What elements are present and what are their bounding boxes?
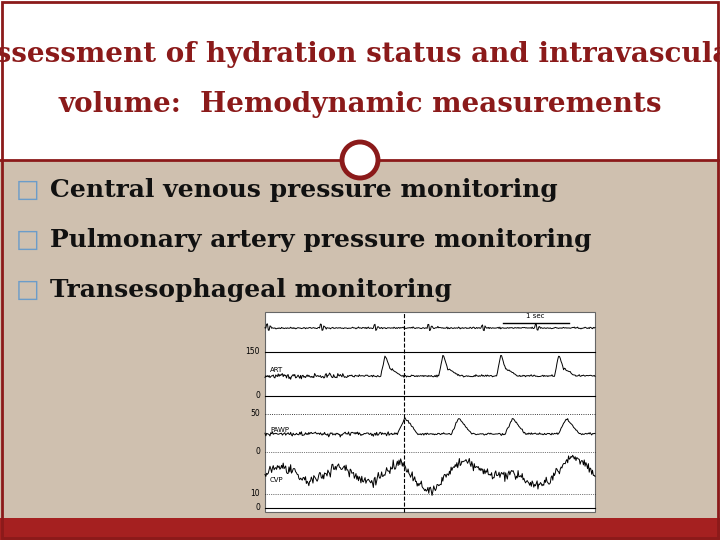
Text: Pulmonary artery pressure monitoring: Pulmonary artery pressure monitoring	[50, 228, 592, 252]
Text: Assessment of hydration status and intravascular: Assessment of hydration status and intra…	[0, 42, 720, 69]
Text: □: □	[16, 178, 40, 202]
Text: □: □	[16, 278, 40, 302]
Text: ART: ART	[270, 367, 283, 373]
Text: Transesophageal monitoring: Transesophageal monitoring	[50, 278, 452, 302]
Circle shape	[342, 142, 378, 178]
Text: PAWP: PAWP	[270, 427, 289, 433]
Text: □: □	[16, 228, 40, 252]
Bar	[265, 312, 595, 512]
Bar	[0, 0, 720, 160]
Text: 1 sec: 1 sec	[526, 313, 545, 319]
Bar	[0, 160, 720, 540]
Text: 50: 50	[251, 409, 260, 418]
Text: volume:  Hemodynamic measurements: volume: Hemodynamic measurements	[58, 91, 662, 118]
Text: 0: 0	[255, 448, 260, 456]
Text: 10: 10	[251, 489, 260, 498]
Text: 0: 0	[255, 392, 260, 401]
Text: Central venous pressure monitoring: Central venous pressure monitoring	[50, 178, 558, 202]
Text: 150: 150	[246, 348, 260, 356]
Text: 0: 0	[255, 503, 260, 512]
Text: CVP: CVP	[270, 477, 284, 483]
Bar	[0, 518, 720, 540]
